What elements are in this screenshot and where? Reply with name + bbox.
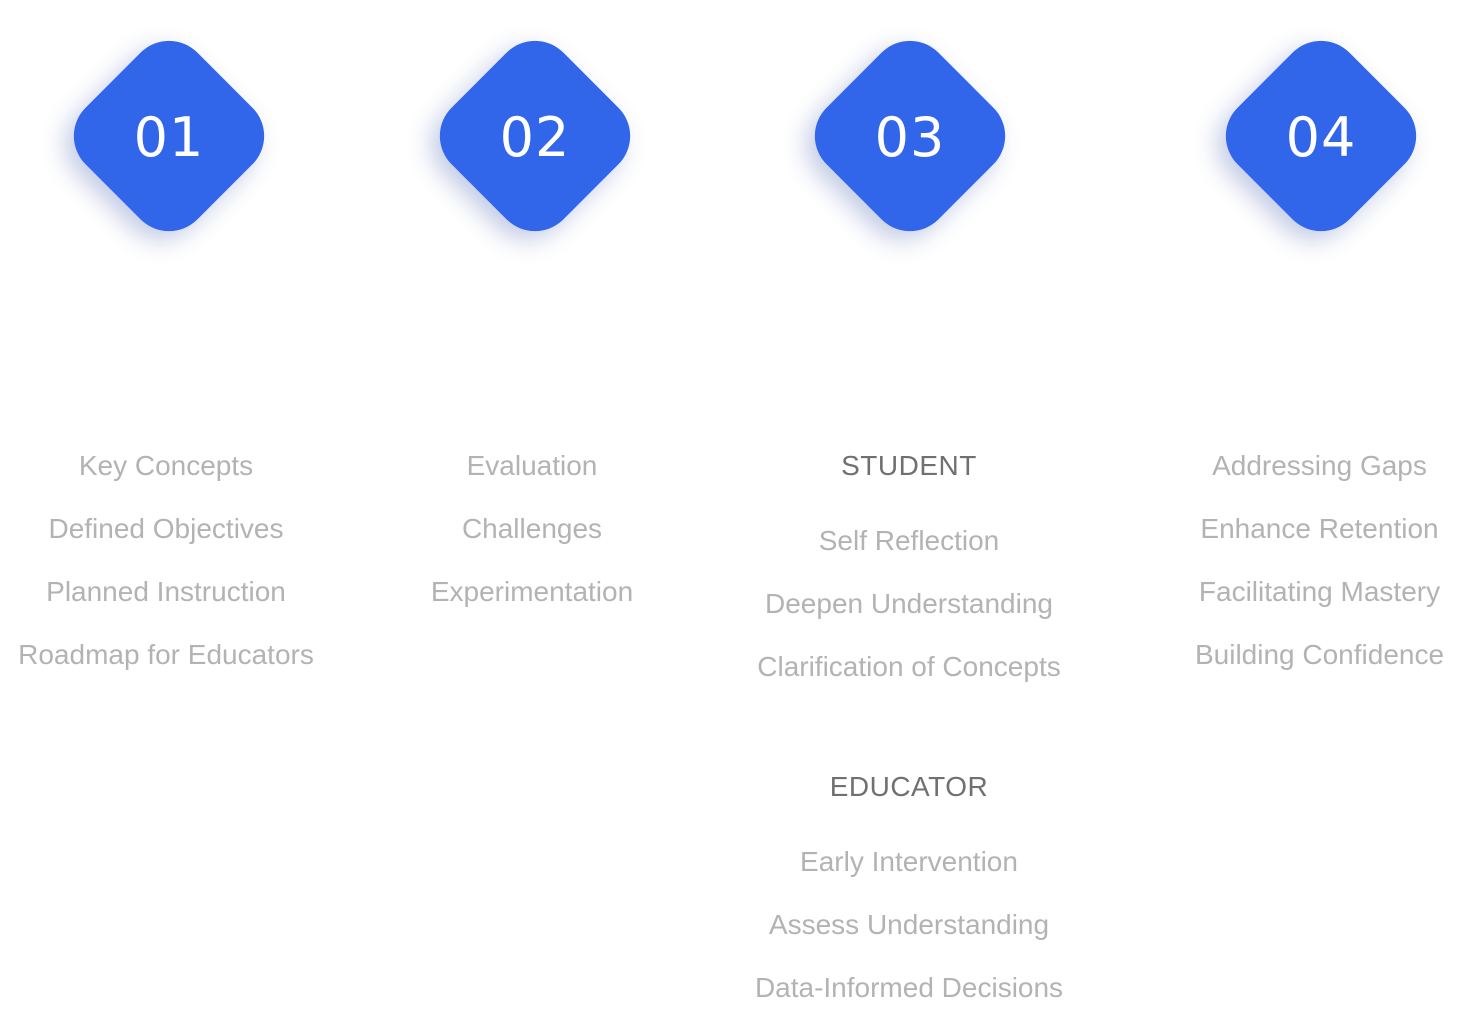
list-item: Deepen Understanding xyxy=(765,588,1053,619)
list-item: Challenges xyxy=(461,513,603,544)
list-item: Building Confidence xyxy=(1194,639,1445,670)
list-item: Enhance Retention xyxy=(1200,513,1439,544)
step-03-diamond: 03 xyxy=(798,24,1022,248)
step-number: 02 xyxy=(499,105,571,169)
step-number: 03 xyxy=(874,105,946,169)
list-item: Experimentation xyxy=(430,576,634,607)
list-item: Data-Informed Decisions xyxy=(754,972,1064,1003)
list-item: Evaluation xyxy=(466,450,598,481)
list-item: Key Concepts xyxy=(78,450,254,481)
list-item: Addressing Gaps xyxy=(1212,450,1427,481)
list-item: Clarification of Concepts xyxy=(757,651,1061,682)
step-01-diamond: 01 xyxy=(57,24,281,248)
list-item: Facilitating Mastery xyxy=(1198,576,1441,607)
student-heading: STUDENT xyxy=(841,450,977,481)
educator-heading: EDUCATOR xyxy=(829,771,989,802)
list-item: Early Intervention xyxy=(800,846,1018,877)
list-item: Planned Instruction xyxy=(46,576,286,607)
step-04-diamond: 04 xyxy=(1209,24,1433,248)
list-item: Roadmap for Educators xyxy=(18,639,314,670)
step-02-diamond: 02 xyxy=(423,24,647,248)
step-number: 04 xyxy=(1285,105,1357,169)
step-number: 01 xyxy=(133,105,205,169)
list-item: Self Reflection xyxy=(818,525,1000,556)
list-item: Assess Understanding xyxy=(768,909,1050,940)
list-item: Defined Objectives xyxy=(48,513,284,544)
